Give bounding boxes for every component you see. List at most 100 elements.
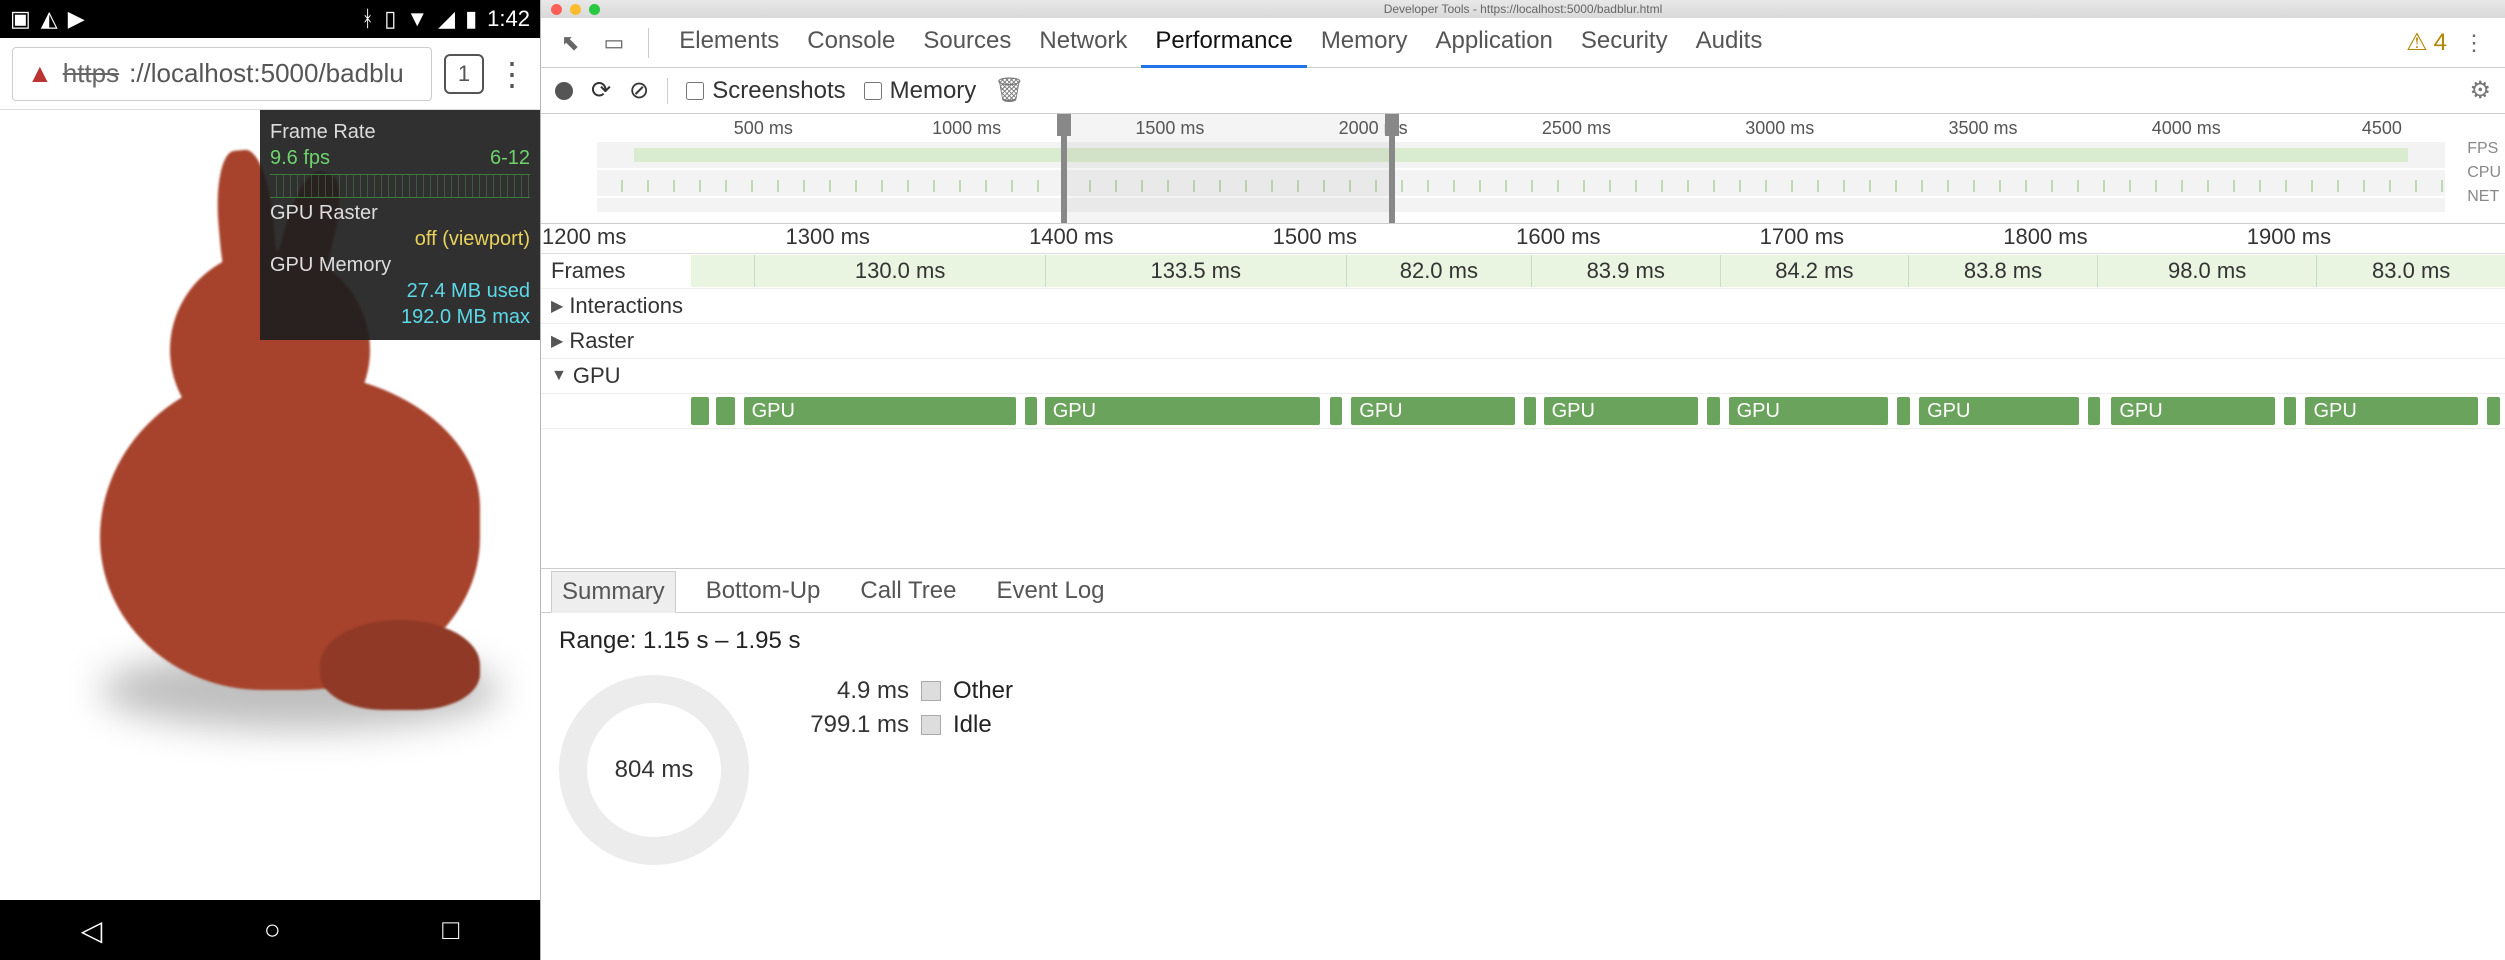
- screenshots-checkbox[interactable]: [686, 82, 704, 100]
- overview-side-labels: FPS CPU NET: [2467, 140, 2501, 206]
- tab-performance[interactable]: Performance: [1141, 17, 1306, 68]
- gpu-mem-label: GPU Memory: [270, 254, 391, 277]
- collapse-icon[interactable]: ▼: [551, 367, 567, 385]
- timeline-tick: 1200 ms: [542, 224, 626, 250]
- window-controls[interactable]: [551, 4, 600, 15]
- fps-label: FPS: [2467, 140, 2501, 158]
- selection-handle-left[interactable]: [1057, 114, 1071, 136]
- devtools-tabs: ⬉ ▭ ElementsConsoleSourcesNetworkPerform…: [541, 18, 2505, 68]
- gpu-block-thin[interactable]: [691, 397, 709, 425]
- bottom-tab-event-log[interactable]: Event Log: [986, 571, 1114, 611]
- nav-back-icon[interactable]: ◁: [81, 914, 103, 947]
- frame-segment[interactable]: 133.5 ms: [1045, 255, 1346, 287]
- devtools-titlebar: Developer Tools - https://localhost:5000…: [541, 0, 2505, 18]
- gpu-block-thin[interactable]: [1025, 397, 1038, 425]
- frame-segment[interactable]: 83.0 ms: [2316, 255, 2505, 287]
- gpu-block[interactable]: GPU: [1919, 397, 2079, 425]
- frames-track[interactable]: Frames 130.0 ms133.5 ms82.0 ms83.9 ms84.…: [541, 254, 2505, 289]
- tab-console[interactable]: Console: [793, 17, 909, 68]
- memory-toggle[interactable]: Memory: [864, 77, 977, 105]
- settings-icon[interactable]: ⚙: [2469, 76, 2491, 105]
- reload-button[interactable]: ⟳: [591, 76, 611, 105]
- gpu-block-thin[interactable]: [716, 397, 734, 425]
- device-icon[interactable]: ▭: [595, 26, 632, 60]
- overview-ruler: 500 ms1000 ms1500 ms2000 ms2500 ms3000 m…: [597, 118, 2445, 142]
- kebab-icon[interactable]: ⋮: [2455, 26, 2493, 60]
- tab-count: 1: [458, 61, 470, 87]
- gpu-block[interactable]: GPU: [2305, 397, 2477, 425]
- phone-url-input[interactable]: ▲ https ://localhost:5000/badblu: [12, 47, 432, 101]
- timeline-tick: 1900 ms: [2247, 224, 2331, 250]
- gpu-block-thin[interactable]: [1707, 397, 1720, 425]
- overview-tick: 1000 ms: [932, 118, 1001, 139]
- nav-recent-icon[interactable]: □: [442, 914, 459, 946]
- inspect-icon[interactable]: ⬉: [553, 26, 587, 60]
- screenshots-toggle[interactable]: Screenshots: [686, 77, 845, 105]
- gpu-track[interactable]: GPU GPU GPU GPU GPU GPU GPU GPU: [541, 394, 2505, 429]
- warnings-badge[interactable]: ⚠ 4: [2406, 28, 2447, 57]
- tab-elements[interactable]: Elements: [665, 17, 793, 68]
- frame-segment[interactable]: 83.8 ms: [1908, 255, 2097, 287]
- perf-toolbar: ⟳ ⊘ Screenshots Memory 🗑 ⚙: [541, 68, 2505, 114]
- net-label: NET: [2467, 188, 2501, 206]
- phone-menu-button[interactable]: ⋮: [496, 55, 528, 93]
- warnings-count: 4: [2434, 29, 2447, 57]
- frames-lane[interactable]: 130.0 ms133.5 ms82.0 ms83.9 ms84.2 ms83.…: [691, 255, 2505, 287]
- gpu-block[interactable]: GPU: [1351, 397, 1514, 425]
- minimize-icon[interactable]: [570, 4, 581, 15]
- delete-button[interactable]: 🗑: [994, 76, 1024, 105]
- frame-segment[interactable]: 83.9 ms: [1531, 255, 1720, 287]
- phone-viewport: Frame Rate 9.6 fps 6-12 GPU Raster off (…: [0, 110, 540, 900]
- overview-selection[interactable]: [1061, 114, 1395, 223]
- bottom-tab-bottom-up[interactable]: Bottom-Up: [696, 571, 831, 611]
- fps-value: 9.6 fps: [270, 147, 330, 170]
- phone-urlbar: ▲ https ://localhost:5000/badblu 1 ⋮: [0, 38, 540, 110]
- gpu-block-thin[interactable]: [1330, 397, 1343, 425]
- tab-application[interactable]: Application: [1421, 17, 1566, 68]
- bottom-tab-call-tree[interactable]: Call Tree: [850, 571, 966, 611]
- gpu-block[interactable]: GPU: [1045, 397, 1321, 425]
- gpu-block-thin[interactable]: [1524, 397, 1537, 425]
- interactions-row[interactable]: ▶ Interactions: [541, 289, 2505, 324]
- phone-tabs-button[interactable]: 1: [444, 54, 484, 94]
- legend-swatch: [921, 715, 941, 735]
- phone-navbar: ◁ ○ □: [0, 900, 540, 960]
- gpu-block-thin[interactable]: [1897, 397, 1910, 425]
- nav-home-icon[interactable]: ○: [264, 914, 281, 946]
- selection-handle-right[interactable]: [1385, 114, 1399, 136]
- tab-audits[interactable]: Audits: [1682, 17, 1777, 68]
- gpu-block-thin[interactable]: [2487, 397, 2500, 425]
- raster-row[interactable]: ▶ Raster: [541, 324, 2505, 359]
- gpu-block[interactable]: GPU: [1729, 397, 1889, 425]
- overview-strip[interactable]: 500 ms1000 ms1500 ms2000 ms2500 ms3000 m…: [541, 114, 2505, 224]
- gpu-raster-label: GPU Raster: [270, 202, 378, 225]
- gpu-row[interactable]: ▼ GPU: [541, 359, 2505, 394]
- frame-segment[interactable]: 130.0 ms: [754, 255, 1044, 287]
- gpu-block-thin[interactable]: [2088, 397, 2101, 425]
- clear-button[interactable]: ⊘: [629, 76, 649, 105]
- bottom-tab-summary[interactable]: Summary: [551, 571, 676, 613]
- tab-memory[interactable]: Memory: [1307, 17, 1422, 68]
- zoom-icon[interactable]: [589, 4, 600, 15]
- summary-row: 799.1 msIdle: [789, 711, 1013, 739]
- frame-segment[interactable]: 98.0 ms: [2097, 255, 2316, 287]
- frame-segment[interactable]: 84.2 ms: [1720, 255, 1909, 287]
- gpu-lane[interactable]: GPU GPU GPU GPU GPU GPU GPU GPU: [691, 394, 2505, 428]
- expand-icon[interactable]: ▶: [551, 331, 563, 351]
- gpu-block[interactable]: GPU: [1544, 397, 1698, 425]
- tab-security[interactable]: Security: [1567, 17, 1682, 68]
- tab-network[interactable]: Network: [1025, 17, 1141, 68]
- gpu-block-thin[interactable]: [2284, 397, 2297, 425]
- close-icon[interactable]: [551, 4, 562, 15]
- memory-checkbox[interactable]: [864, 82, 882, 100]
- devtools-window: Developer Tools - https://localhost:5000…: [540, 0, 2505, 960]
- gpu-block[interactable]: GPU: [2111, 397, 2274, 425]
- record-button[interactable]: [555, 82, 573, 100]
- tab-sources[interactable]: Sources: [909, 17, 1025, 68]
- expand-icon[interactable]: ▶: [551, 296, 563, 316]
- frame-segment[interactable]: 82.0 ms: [1346, 255, 1531, 287]
- gpu-block[interactable]: GPU: [744, 397, 1016, 425]
- notif-icon: ▶: [68, 6, 85, 32]
- summary-row: 4.9 msOther: [789, 677, 1013, 705]
- summary-label: Other: [953, 677, 1013, 705]
